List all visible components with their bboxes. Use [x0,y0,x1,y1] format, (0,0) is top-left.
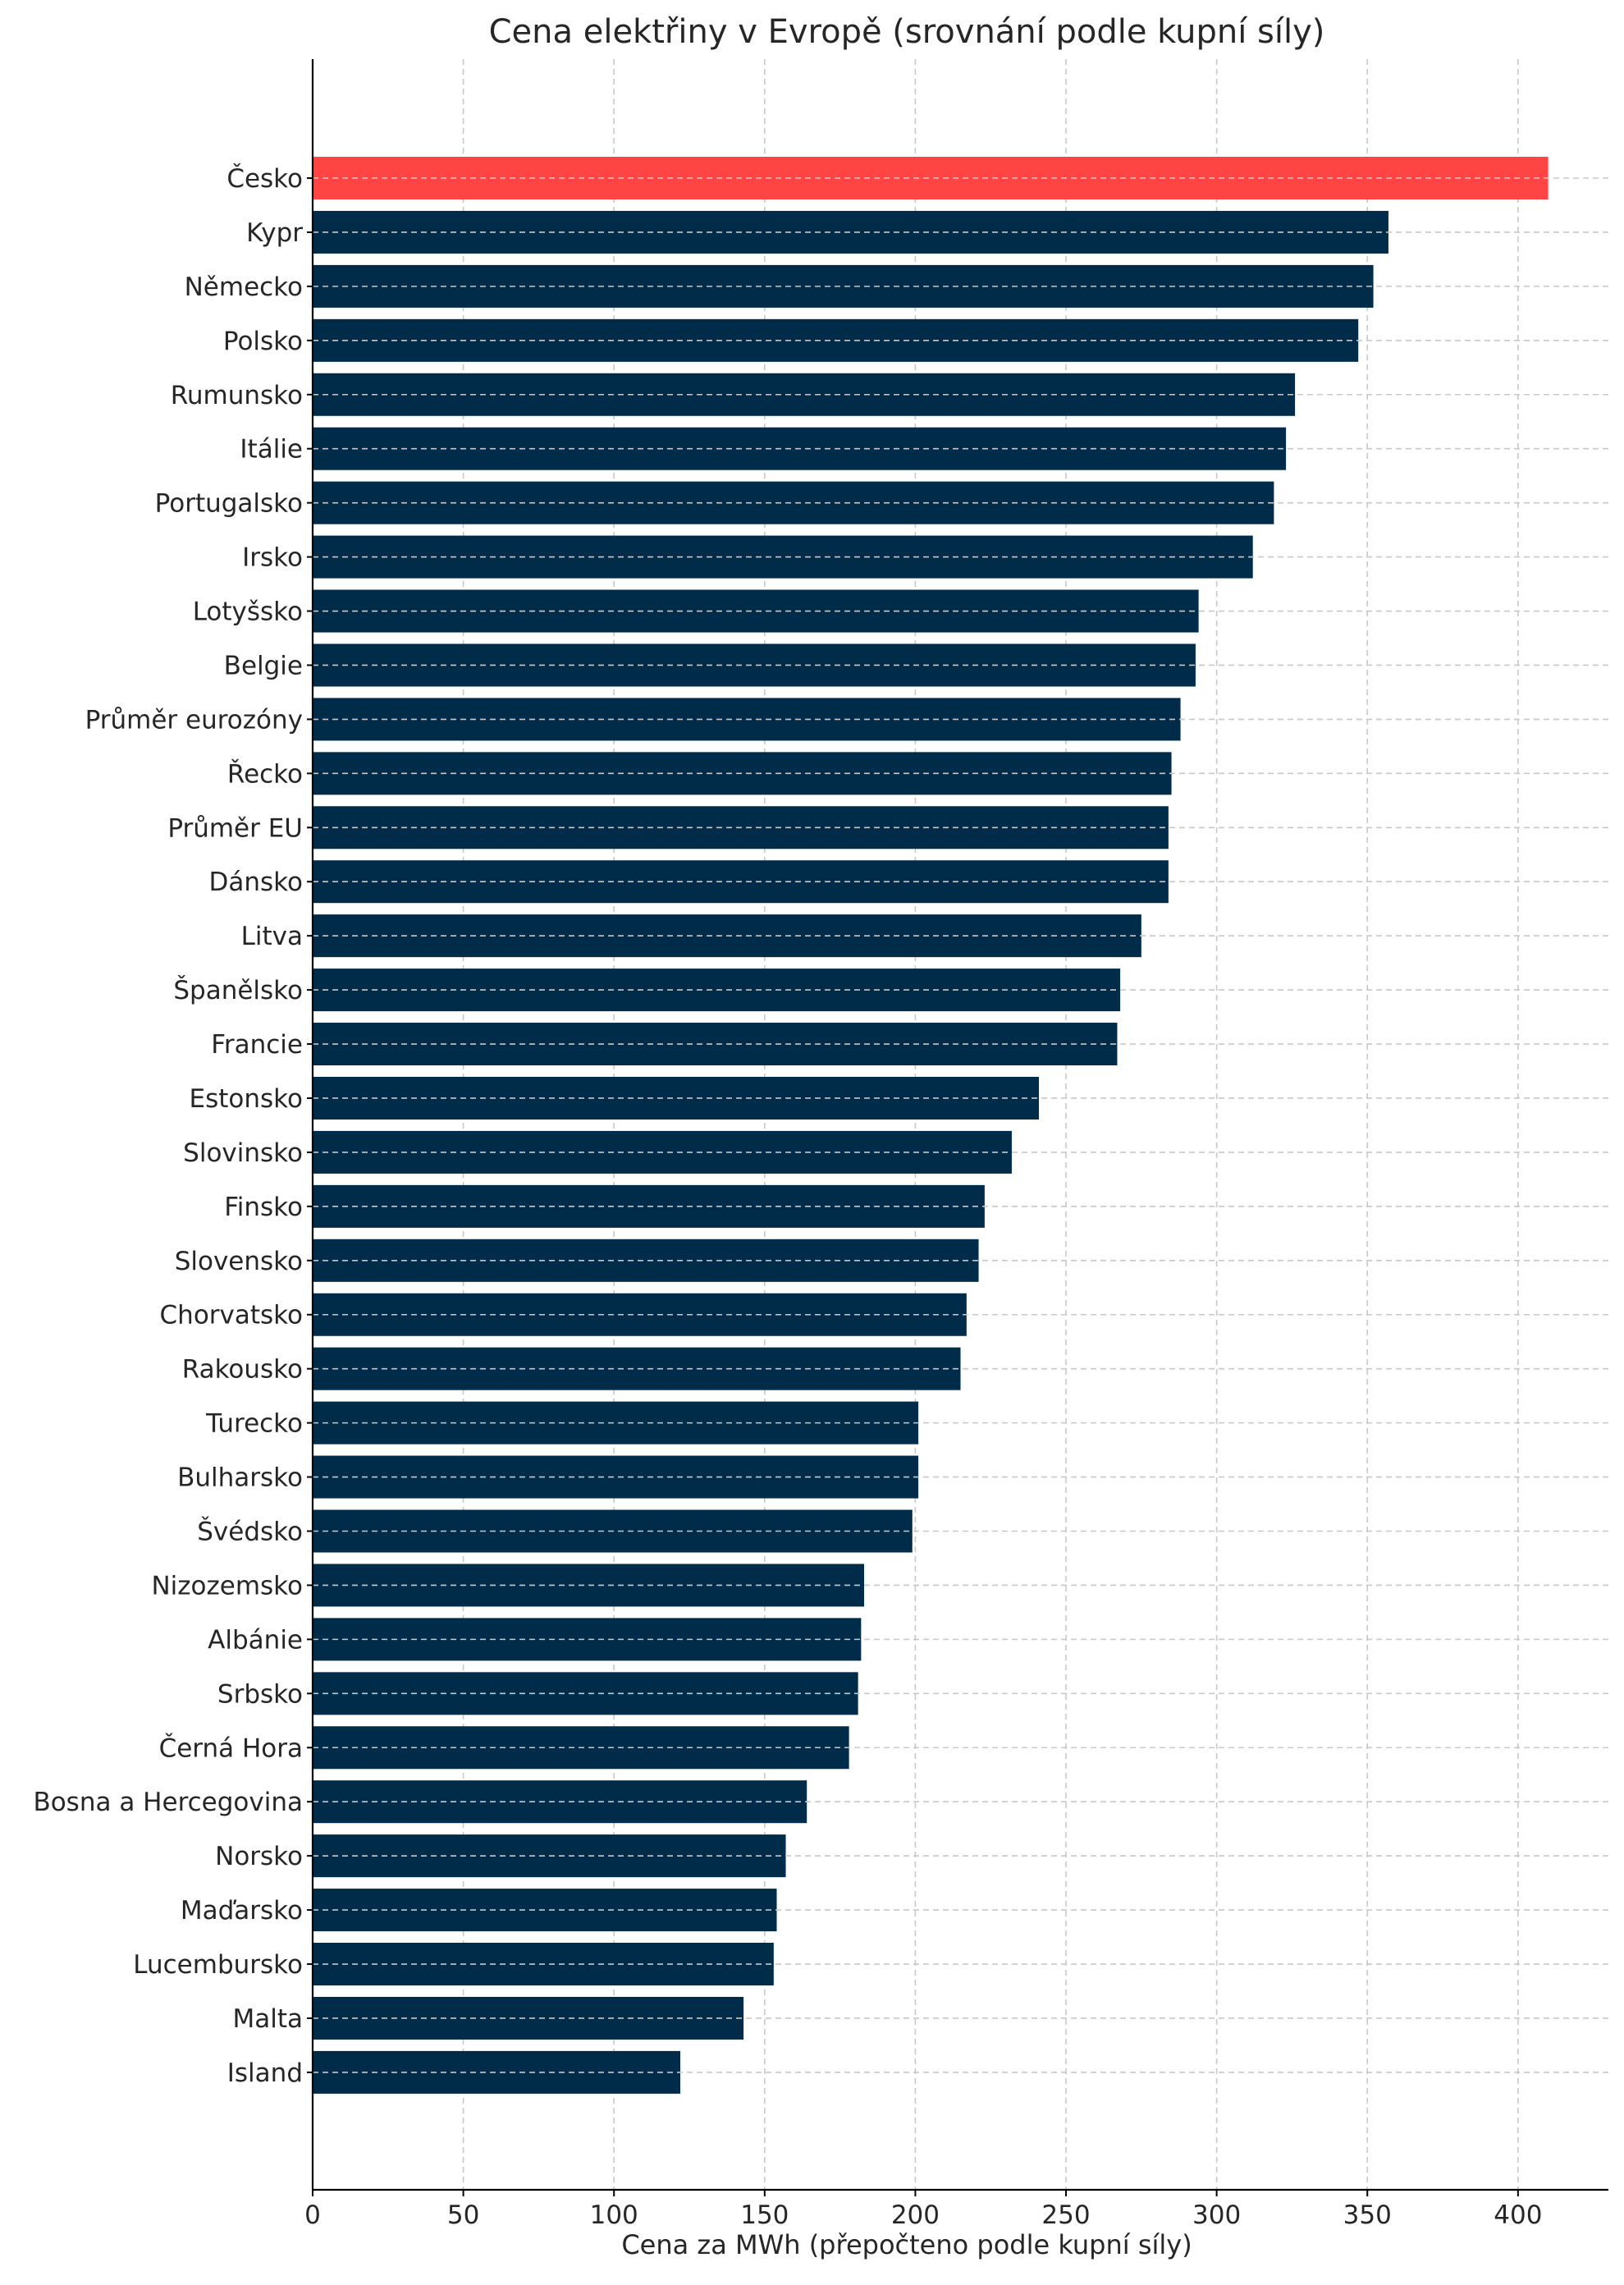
category-label: Maďarsko [181,1896,303,1926]
category-label: Bosna a Hercegovina [33,1788,303,1817]
category-label: Lucembursko [133,1950,303,1980]
bar-23 [313,1347,961,1390]
category-label: Dánsko [209,868,303,897]
category-label: Slovensko [175,1247,303,1276]
category-label: Černá Hora [159,1733,303,1763]
x-tick-label: 50 [447,2200,479,2230]
bar-7 [313,481,1274,524]
category-label: Polsko [223,327,303,356]
bar-10 [313,643,1196,687]
category-label: Průměr eurozóny [85,705,303,735]
category-label: Chorvatsko [160,1301,303,1330]
x-tick-label: 400 [1494,2200,1542,2230]
category-label: Nizozemsko [151,1571,303,1600]
bar-1 [313,157,1549,199]
category-label: Estonsko [190,1084,303,1114]
category-label: Rakousko [182,1355,303,1385]
category-label: Albánie [208,1625,303,1655]
category-label: Kypr [246,218,303,248]
category-label: Itálie [240,435,303,465]
x-tick-label: 0 [304,2200,321,2230]
category-label: Bulharsko [177,1463,303,1493]
category-label: Malta [232,2004,303,2034]
category-label: Belgie [224,651,303,680]
axis-layer [307,59,1608,2196]
category-label: Průměr EU [167,813,303,843]
bar-3 [313,264,1374,308]
category-label: Lotyšsko [193,598,303,627]
x-axis-label: Cena za MWh (přepočteno podle kupní síly… [621,2229,1192,2260]
bar-5 [313,373,1296,416]
bar-36 [313,2050,680,2094]
category-label: Turecko [205,1409,303,1439]
category-label: Portugalsko [155,489,303,519]
category-label: Řecko [227,759,303,789]
category-label: Česko [226,163,303,194]
x-tick-label: 100 [590,2200,638,2230]
category-label: Finsko [224,1193,303,1222]
category-label: Rumunsko [171,381,303,410]
x-tick-label: 350 [1343,2200,1392,2230]
category-label: Španělsko [173,975,303,1005]
category-label: Slovinsko [183,1138,303,1168]
bar-9 [313,589,1199,633]
x-tick-label: 200 [891,2200,940,2230]
category-label: Švédsko [197,1517,303,1547]
x-tick-label: 300 [1192,2200,1241,2230]
category-label: Litva [241,922,303,951]
x-tick-label: 150 [740,2200,789,2230]
category-label: Srbsko [217,1679,303,1709]
category-label: Irsko [242,543,303,573]
category-label: Francie [211,1030,303,1060]
label-layer: Česko Kypr Německo Polsko Rumunsko Itálie Port… [33,163,1542,2230]
x-tick-label: 250 [1041,2200,1090,2230]
chart-title: Cena elektřiny v Evropě (srovnání podle … [489,13,1325,51]
category-label: Německo [185,272,303,302]
category-label: Norsko [215,1842,303,1871]
category-label: Island [227,2058,303,2088]
